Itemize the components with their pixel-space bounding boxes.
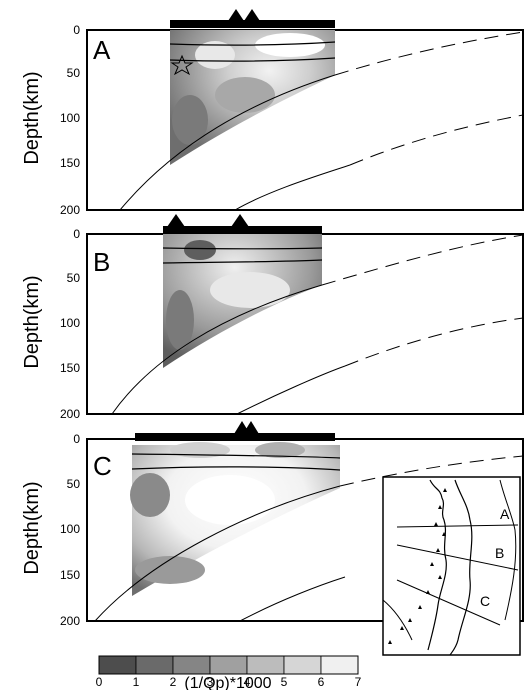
inset-label-a: A: [500, 506, 510, 522]
colorbar-tick-label: 0: [96, 675, 103, 689]
panel-c-conrad-line: [131, 453, 341, 459]
volcano-icon: [443, 488, 447, 492]
panel-c-letter: C: [93, 451, 112, 481]
panel-c-slab-top: [94, 485, 341, 621]
panel-c-topography-bar: [135, 433, 335, 441]
colorbar-swatch: [209, 655, 248, 675]
panel-c-slab-top-dashed: [339, 455, 523, 487]
volcano-icon: [400, 626, 404, 630]
inset-map: A B C: [382, 476, 521, 656]
panel-a-moho-line: [169, 57, 336, 62]
panel-c-moho-line: [131, 466, 341, 471]
panel-b-tick-100: 100: [60, 316, 80, 330]
panel-a-letter: A: [93, 35, 111, 65]
colorbar-tick-label: 5: [281, 675, 288, 689]
inset-label-c: C: [480, 593, 490, 609]
panel-b-tick-0: 0: [73, 227, 80, 241]
inset-map-coast-sw: [382, 599, 413, 641]
panel-a-slab-top: [119, 74, 336, 210]
y-axis-label-b: Depth(km): [21, 275, 43, 368]
panel-b-slab-bottom-dashed: [344, 317, 523, 367]
volcano-icon: [388, 640, 392, 644]
volcano-icon: [228, 9, 244, 21]
inset-map-trench-line: [499, 479, 517, 621]
panel-b-slab-bottom: [236, 365, 346, 414]
inset-profile-line-c: [396, 579, 501, 626]
panel-b-conrad-line: [162, 247, 323, 250]
panel-c-slab-bottom: [239, 576, 346, 621]
panel-b-qp-image: [163, 234, 322, 368]
panel-b: B 0 50 100 150 200: [60, 214, 524, 421]
panel-c: C 0 50 100 150 200: [60, 421, 524, 628]
panel-c-tick-50: 50: [67, 477, 81, 491]
volcano-icon: [442, 532, 446, 536]
colorbar-tick-label: 3: [207, 675, 214, 689]
panel-b-slab-top-dashed: [321, 234, 523, 286]
panel-c-tick-0: 0: [73, 432, 80, 446]
colorbar-ticks: 0 1 2 3 4 5 6 7: [96, 675, 362, 689]
panel-c-tick-150: 150: [60, 568, 80, 582]
inset-label-b: B: [495, 545, 504, 561]
panel-b-letter: B: [93, 247, 110, 277]
inset-volcano-markers: [388, 488, 447, 644]
volcano-icon: [436, 548, 440, 552]
panel-a-tick-50: 50: [67, 66, 81, 80]
panel-c-qp-image: [130, 442, 340, 596]
colorbar-tick-label: 7: [355, 675, 362, 689]
panel-a-slab-bottom: [234, 164, 351, 210]
inset-profile-line-a: [396, 524, 519, 528]
y-axis-label-a: Depth(km): [21, 71, 43, 164]
panel-a-slab-top-dashed: [334, 31, 523, 76]
volcano-icon: [418, 605, 422, 609]
volcano-icon: [231, 214, 249, 227]
colorbar-swatches: [98, 655, 359, 675]
panel-c-tick-200: 200: [60, 614, 80, 628]
colorbar-title: (1/Qp)*1000: [184, 675, 271, 690]
volcano-icon: [434, 522, 438, 526]
panel-b-slab-top: [111, 284, 323, 414]
panel-a-tick-150: 150: [60, 156, 80, 170]
colorbar-swatch: [246, 655, 285, 675]
panel-b-tick-200: 200: [60, 407, 80, 421]
y-axis-labels: Depth(km) Depth(km) Depth(km): [21, 71, 43, 574]
panel-a-tick-0: 0: [73, 23, 80, 37]
panel-a-conrad-line: [169, 41, 336, 46]
colorbar-swatch: [172, 655, 211, 675]
y-axis-label-c: Depth(km): [21, 481, 43, 574]
volcano-icon: [408, 618, 412, 622]
panel-b-topography-bar: [163, 226, 322, 234]
inset-map-west-coastline: [427, 479, 447, 651]
panel-a-qp-image: [170, 30, 335, 165]
panel-b-tick-50: 50: [67, 271, 81, 285]
volcano-icon: [167, 214, 185, 227]
volcano-icon: [426, 590, 430, 594]
panel-a-tick-200: 200: [60, 203, 80, 217]
panel-a-tick-100: 100: [60, 111, 80, 125]
panel-c-tick-100: 100: [60, 522, 80, 536]
inset-map-east-coastline: [449, 479, 473, 656]
volcano-icon: [243, 421, 259, 434]
colorbar-tick-label: 2: [170, 675, 177, 689]
panel-b-tick-150: 150: [60, 361, 80, 375]
hypocenter-star-icon: [170, 54, 194, 76]
panel-b-moho-line: [162, 259, 323, 264]
colorbar-tick-label: 4: [244, 675, 251, 689]
volcano-icon: [438, 505, 442, 509]
volcano-icon: [244, 9, 260, 21]
panel-a: A 0 50 100 150 200: [60, 9, 524, 217]
colorbar-swatch: [283, 655, 322, 675]
panel-a-slab-bottom-dashed: [349, 114, 523, 166]
colorbar-tick-label: 6: [318, 675, 325, 689]
colorbar-swatch: [135, 655, 174, 675]
inset-profile-line-b: [396, 544, 519, 571]
volcano-icon: [430, 562, 434, 566]
colorbar-frame: [98, 655, 359, 675]
colorbar-swatch: [320, 655, 359, 675]
colorbar-swatch: [98, 655, 137, 675]
panel-a-topography-bar: [170, 20, 335, 28]
volcano-icon: [438, 575, 442, 579]
colorbar: 0 1 2 3 4 5 6 7 (1/Qp)*1000: [96, 655, 362, 690]
colorbar-tick-label: 1: [133, 675, 140, 689]
